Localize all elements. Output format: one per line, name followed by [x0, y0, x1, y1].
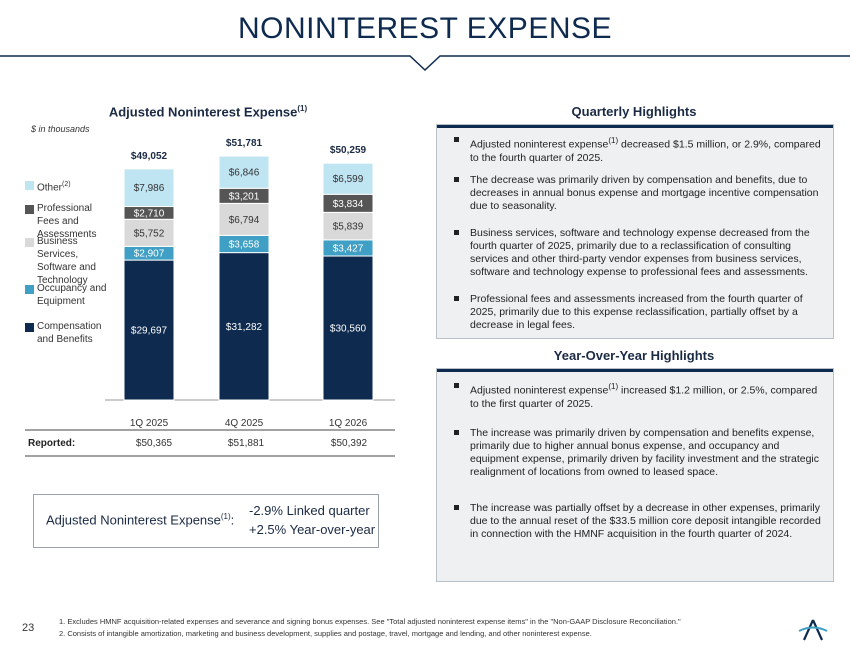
units-label: $ in thousands	[31, 124, 90, 134]
bar-segment-label: $2,907	[134, 249, 165, 260]
highlight-bullet: Adjusted noninterest expense(1) decrease…	[454, 134, 822, 165]
x-tick-label: 1Q 2025	[130, 418, 169, 429]
bar-segment	[322, 211, 374, 241]
highlight-bullet: Business services, software and technolo…	[454, 227, 822, 279]
bar-segment	[123, 168, 175, 208]
expense-change-callout: Adjusted Noninterest Expense(1): -2.9% L…	[33, 494, 379, 548]
page-number: 23	[22, 622, 35, 634]
yoy-highlights-title: Year-Over-Year Highlights	[553, 348, 715, 363]
highlight-bullet: Adjusted noninterest expense(1) increase…	[454, 380, 822, 411]
bar-segment-label: $5,752	[134, 228, 165, 239]
quarterly-highlights-title: Quarterly Highlights	[571, 104, 697, 119]
bar-segment-label: $6,599	[333, 174, 364, 185]
highlight-bullet: The increase was partially offset by a d…	[454, 502, 822, 541]
linked-quarter-change: -2.9% Linked quarter	[249, 503, 370, 518]
bar-segment-label: $7,986	[134, 183, 165, 194]
callout-values: -2.9% Linked quarter +2.5% Year-over-yea…	[249, 501, 375, 539]
legend-swatch	[25, 205, 34, 214]
bar-segment-label: $29,697	[131, 326, 168, 337]
legend-swatch	[25, 181, 34, 190]
yoy-highlights-panel: Adjusted noninterest expense(1) increase…	[436, 368, 834, 582]
bar-segment	[218, 252, 270, 401]
bar-segment-label: $6,846	[229, 168, 260, 179]
bar-total-label: $50,259	[330, 145, 367, 156]
bar-segment	[322, 255, 374, 401]
highlight-bullet: Professional fees and assessments increa…	[454, 293, 822, 332]
reported-value: $51,881	[227, 438, 265, 449]
header-divider	[0, 55, 850, 72]
bar-total-label: $49,052	[131, 151, 168, 162]
reported-value: $50,365	[135, 438, 173, 449]
bar-segment-label: $31,282	[226, 322, 263, 333]
x-tick-label: 1Q 2026	[329, 418, 368, 429]
bar-segment-label: $5,839	[333, 222, 364, 233]
page-title: NONINTEREST EXPENSE	[237, 12, 613, 45]
chart-title: Adjusted Noninterest Expense(1)	[108, 104, 308, 120]
reported-label: Reported:	[28, 438, 76, 449]
reported-value: $50,392	[330, 438, 368, 449]
bar-segment-label: $3,834	[333, 199, 364, 210]
bar-segment	[218, 155, 270, 189]
bar-segment-label: $3,201	[229, 191, 260, 202]
bar-segment	[123, 259, 175, 401]
bar-segment	[218, 202, 270, 236]
legend-swatch	[25, 285, 34, 294]
bar-segment	[123, 218, 175, 247]
highlight-bullet: The increase was primarily driven by com…	[454, 427, 822, 479]
bar-segment	[322, 162, 374, 195]
legend-swatch	[25, 323, 34, 332]
x-tick-label: 4Q 2025	[225, 418, 264, 429]
legend-swatch	[25, 238, 34, 247]
footnote: 2. Consists of intangible amortization, …	[59, 629, 592, 638]
year-over-year-change: +2.5% Year-over-year	[249, 522, 376, 537]
footnote: 1. Excludes HMNF acquisition-related exp…	[59, 617, 681, 626]
highlight-bullet: The decrease was primarily driven by com…	[454, 174, 822, 213]
bar-segment-label: $2,710	[134, 208, 165, 219]
company-logo	[798, 619, 828, 641]
bar-segment-label: $6,794	[229, 215, 260, 226]
stacked-bar-chart: $29,697 $2,907 $5,752 $2,710 $7,986 $49,052 1Q…	[25, 138, 395, 457]
bar-segment-label: $3,658	[229, 239, 260, 250]
bar-segment-label: $3,427	[333, 243, 364, 254]
quarterly-highlights-panel: Adjusted noninterest expense(1) decrease…	[436, 124, 834, 339]
bar-segment-label: $30,560	[330, 324, 367, 335]
callout-label: Adjusted Noninterest Expense(1):	[46, 512, 235, 528]
bar-total-label: $51,781	[226, 138, 263, 149]
